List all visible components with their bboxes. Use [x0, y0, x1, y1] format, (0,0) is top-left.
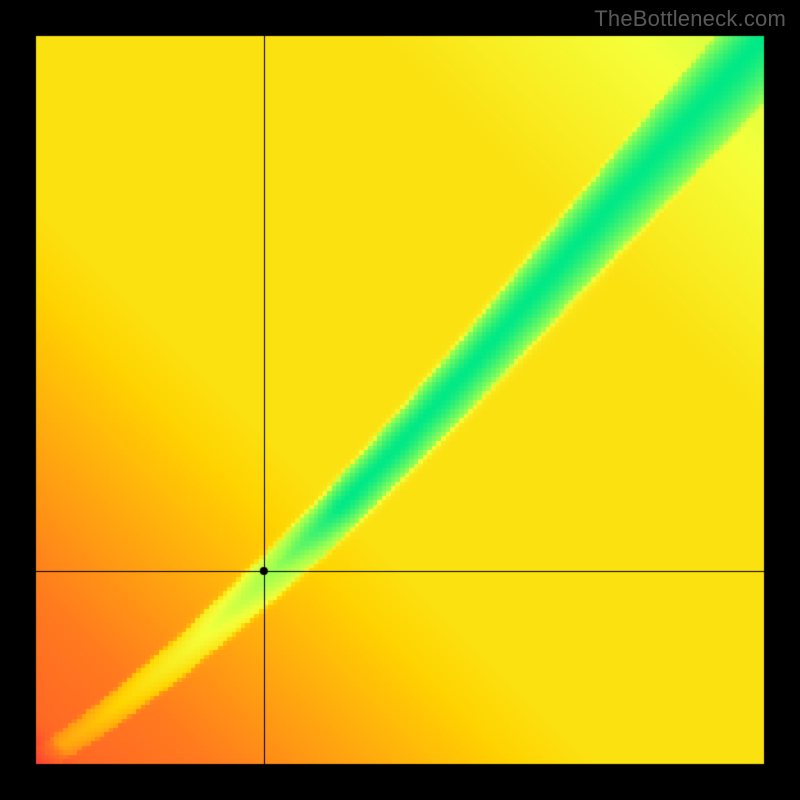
chart-stage: TheBottleneck.com	[0, 0, 800, 800]
watermark-text: TheBottleneck.com	[594, 6, 786, 32]
heatmap-canvas	[0, 0, 800, 800]
